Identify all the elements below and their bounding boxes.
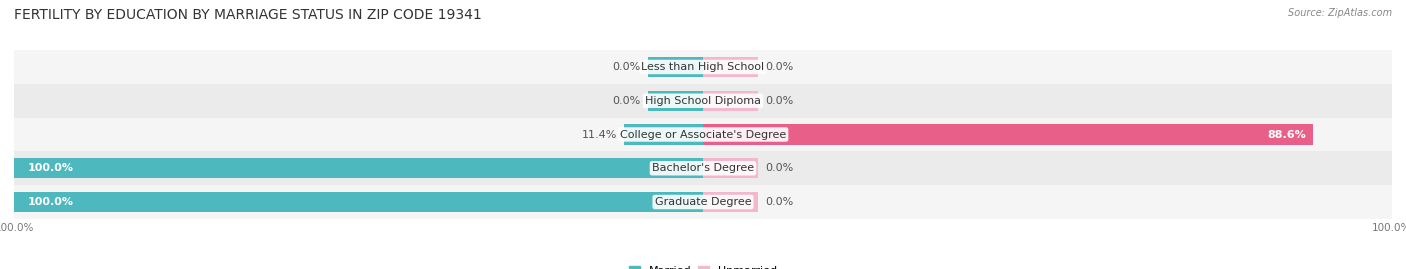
Text: 0.0%: 0.0% — [613, 62, 641, 72]
Text: 11.4%: 11.4% — [582, 129, 617, 140]
Text: High School Diploma: High School Diploma — [645, 96, 761, 106]
Text: Bachelor's Degree: Bachelor's Degree — [652, 163, 754, 173]
Text: 0.0%: 0.0% — [613, 96, 641, 106]
Bar — [703, 124, 1313, 145]
Bar — [14, 84, 1392, 118]
Text: 0.0%: 0.0% — [765, 163, 793, 173]
Text: Source: ZipAtlas.com: Source: ZipAtlas.com — [1288, 8, 1392, 18]
Bar — [648, 91, 703, 111]
Text: College or Associate's Degree: College or Associate's Degree — [620, 129, 786, 140]
Text: 0.0%: 0.0% — [765, 62, 793, 72]
Bar — [624, 124, 703, 145]
Text: FERTILITY BY EDUCATION BY MARRIAGE STATUS IN ZIP CODE 19341: FERTILITY BY EDUCATION BY MARRIAGE STATU… — [14, 8, 482, 22]
Bar — [14, 118, 1392, 151]
Bar — [703, 192, 758, 212]
Bar — [14, 185, 1392, 219]
Bar — [703, 158, 758, 178]
Bar — [14, 158, 703, 178]
Bar — [14, 50, 1392, 84]
Text: 0.0%: 0.0% — [765, 197, 793, 207]
Legend: Married, Unmarried: Married, Unmarried — [624, 261, 782, 269]
Text: 88.6%: 88.6% — [1268, 129, 1306, 140]
Bar — [703, 57, 758, 77]
Text: 100.0%: 100.0% — [28, 163, 75, 173]
Bar — [14, 151, 1392, 185]
Text: 0.0%: 0.0% — [765, 96, 793, 106]
Bar — [14, 192, 703, 212]
Text: Less than High School: Less than High School — [641, 62, 765, 72]
Text: 100.0%: 100.0% — [28, 197, 75, 207]
Bar — [648, 57, 703, 77]
Bar — [703, 91, 758, 111]
Text: Graduate Degree: Graduate Degree — [655, 197, 751, 207]
